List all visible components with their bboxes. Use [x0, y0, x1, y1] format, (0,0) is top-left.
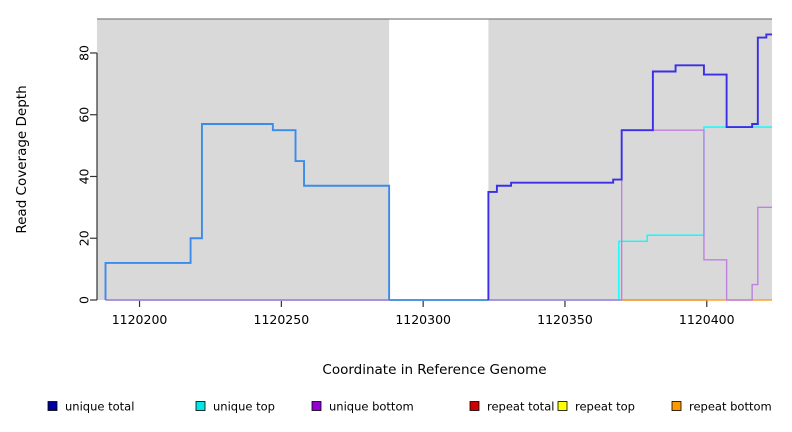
legend-swatch-repeat-total	[469, 401, 480, 411]
no-data-gap-region	[389, 19, 489, 300]
legend-item-repeat-top[interactable]: repeat top	[557, 400, 635, 414]
x-axis-tick-label: 1120200	[112, 312, 168, 327]
legend-swatch-unique-top	[195, 401, 206, 411]
legend-swatch-unique-total	[47, 401, 58, 411]
legend-label: repeat bottom	[689, 400, 772, 414]
x-axis-tick-label: 1120250	[254, 312, 310, 327]
legend-item-unique-top[interactable]: unique top	[195, 400, 275, 414]
legend-swatch-repeat-top	[557, 401, 568, 411]
legend-label: unique total	[65, 400, 134, 414]
x-axis-tick-label: 1120300	[395, 312, 451, 327]
legend-item-unique-total[interactable]: unique total	[47, 400, 134, 414]
y-axis-tick-label: 0	[77, 296, 92, 304]
y-axis-title: Read Coverage Depth	[14, 85, 30, 233]
series-line-unique-total-left	[104, 123, 391, 300]
legend-swatch-repeat-bottom	[671, 401, 682, 411]
legend-label: unique top	[213, 400, 275, 414]
legend-swatch-unique-bottom	[311, 401, 322, 411]
x-axis-tick-label: 1120400	[679, 312, 735, 327]
series-line-unique-total-right	[487, 33, 772, 300]
x-axis-title: Coordinate in Reference Genome	[322, 362, 546, 378]
legend-item-repeat-total[interactable]: repeat total	[469, 400, 554, 414]
y-axis-tick-label: 80	[77, 45, 92, 61]
y-axis-tick-label: 20	[77, 230, 92, 246]
y-axis-tick-label: 60	[77, 107, 92, 123]
legend-item-unique-bottom[interactable]: unique bottom	[311, 400, 414, 414]
legend-item-repeat-bottom[interactable]: repeat bottom	[671, 400, 772, 414]
legend-label: repeat total	[487, 400, 554, 414]
legend-label: repeat top	[575, 400, 635, 414]
x-axis-tick-label: 1120350	[537, 312, 593, 327]
legend-label: unique bottom	[329, 400, 414, 414]
y-axis-tick-label: 40	[77, 168, 92, 184]
